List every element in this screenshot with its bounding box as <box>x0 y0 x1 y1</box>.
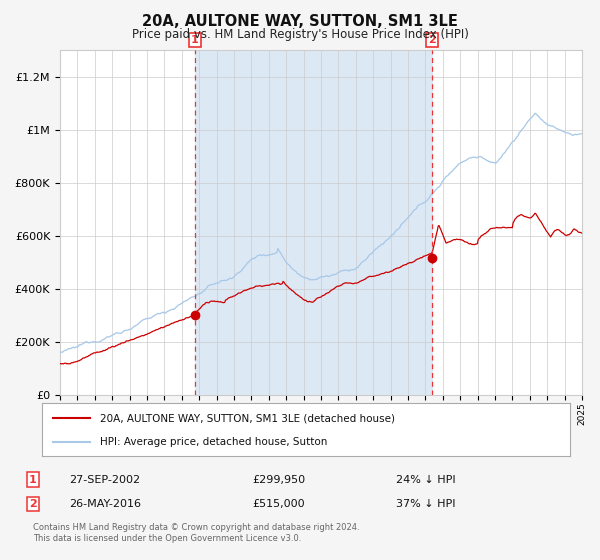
Text: 37% ↓ HPI: 37% ↓ HPI <box>396 499 455 509</box>
Text: Price paid vs. HM Land Registry's House Price Index (HPI): Price paid vs. HM Land Registry's House … <box>131 28 469 41</box>
Text: £299,950: £299,950 <box>252 475 305 485</box>
Bar <box>194 50 433 395</box>
Text: HPI: Average price, detached house, Sutton: HPI: Average price, detached house, Sutt… <box>100 436 328 446</box>
Text: This data is licensed under the Open Government Licence v3.0.: This data is licensed under the Open Gov… <box>33 534 301 543</box>
Text: 1: 1 <box>29 475 37 485</box>
Text: 2: 2 <box>29 499 37 509</box>
Text: 20A, AULTONE WAY, SUTTON, SM1 3LE (detached house): 20A, AULTONE WAY, SUTTON, SM1 3LE (detac… <box>100 413 395 423</box>
Text: 27-SEP-2002: 27-SEP-2002 <box>69 475 140 485</box>
Text: 20A, AULTONE WAY, SUTTON, SM1 3LE: 20A, AULTONE WAY, SUTTON, SM1 3LE <box>142 14 458 29</box>
Text: 2: 2 <box>428 35 436 45</box>
Text: 24% ↓ HPI: 24% ↓ HPI <box>396 475 455 485</box>
Text: £515,000: £515,000 <box>252 499 305 509</box>
Text: Contains HM Land Registry data © Crown copyright and database right 2024.: Contains HM Land Registry data © Crown c… <box>33 523 359 532</box>
Text: 26-MAY-2016: 26-MAY-2016 <box>69 499 141 509</box>
Text: 1: 1 <box>191 35 199 45</box>
